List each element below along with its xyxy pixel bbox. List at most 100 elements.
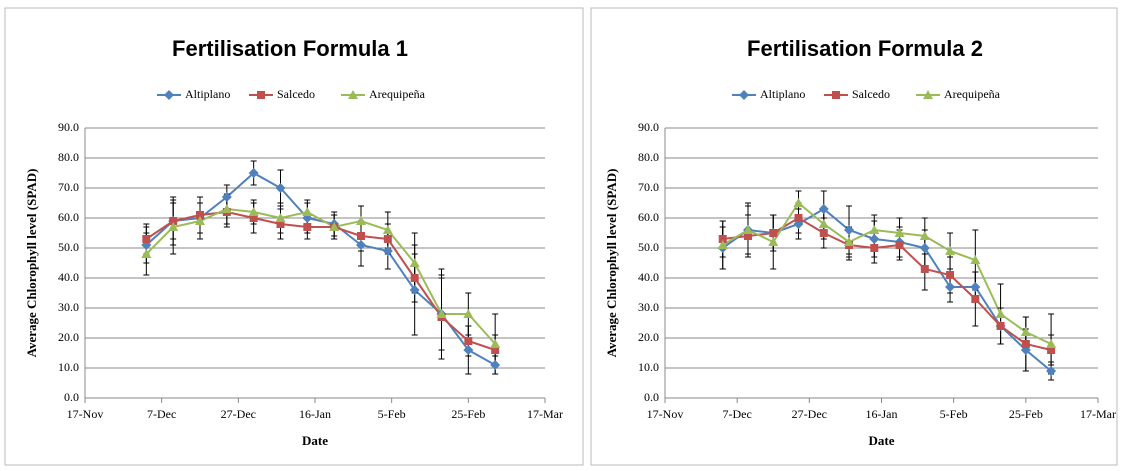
legend-label: Altiplano bbox=[185, 87, 230, 101]
x-tick-label: 27-Dec bbox=[792, 407, 827, 421]
legend-label: Arequipeña bbox=[369, 87, 426, 101]
x-tick-label: 7-Dec bbox=[147, 407, 176, 421]
marker bbox=[356, 216, 366, 225]
y-tick-label: 20.0 bbox=[58, 330, 79, 344]
marker bbox=[920, 265, 929, 273]
marker bbox=[945, 246, 956, 255]
marker bbox=[463, 309, 474, 318]
y-tick-label: 60.0 bbox=[638, 210, 659, 224]
x-tick-label: 27-Dec bbox=[221, 407, 256, 421]
marker bbox=[946, 271, 955, 279]
marker bbox=[169, 217, 178, 225]
marker bbox=[995, 309, 1006, 318]
marker bbox=[971, 295, 980, 303]
x-axis-label: Date bbox=[302, 433, 328, 448]
marker bbox=[141, 249, 152, 258]
marker bbox=[196, 211, 204, 219]
x-tick-label: 5-Feb bbox=[378, 407, 406, 421]
marker bbox=[257, 91, 265, 99]
marker bbox=[382, 246, 393, 256]
marker bbox=[793, 198, 804, 207]
y-tick-label: 0.0 bbox=[64, 390, 79, 404]
marker bbox=[409, 258, 420, 267]
legend-label: Altiplano bbox=[760, 87, 805, 101]
marker bbox=[818, 204, 829, 214]
marker bbox=[303, 223, 312, 231]
marker bbox=[302, 207, 313, 216]
x-tick-label: 17-Nov bbox=[647, 407, 684, 421]
marker bbox=[464, 337, 473, 345]
marker bbox=[249, 214, 258, 222]
series-line bbox=[145, 207, 496, 345]
marker bbox=[221, 192, 232, 202]
marker bbox=[742, 225, 753, 234]
series-line bbox=[722, 201, 1052, 345]
marker bbox=[382, 225, 393, 234]
marker bbox=[832, 91, 840, 99]
series-line bbox=[722, 216, 1052, 351]
chart-title: Fertilisation Formula 2 bbox=[747, 36, 983, 61]
y-tick-label: 70.0 bbox=[638, 180, 659, 194]
marker bbox=[276, 220, 285, 228]
marker bbox=[1046, 366, 1057, 376]
x-tick-label: 7-Dec bbox=[723, 407, 752, 421]
x-tick-label: 25-Feb bbox=[1009, 407, 1043, 421]
marker bbox=[195, 216, 205, 225]
y-tick-label: 90.0 bbox=[58, 120, 79, 134]
marker bbox=[769, 229, 778, 237]
marker bbox=[275, 213, 286, 222]
marker bbox=[894, 228, 905, 237]
legend-label: Salcedo bbox=[852, 87, 890, 101]
series-line bbox=[145, 210, 496, 351]
marker bbox=[248, 207, 259, 216]
marker bbox=[357, 232, 365, 240]
marker bbox=[919, 243, 930, 253]
marker bbox=[923, 90, 933, 99]
marker bbox=[409, 285, 420, 295]
marker bbox=[818, 219, 829, 228]
legend-label: Arequipeña bbox=[944, 87, 1001, 101]
marker bbox=[164, 90, 174, 100]
marker bbox=[919, 231, 930, 240]
marker bbox=[996, 322, 1005, 330]
marker bbox=[348, 90, 358, 99]
marker bbox=[794, 214, 803, 222]
y-axis-label: Average Chlorophyll level (SPAD) bbox=[24, 169, 39, 358]
x-tick-label: 16-Jan bbox=[866, 407, 898, 421]
marker bbox=[491, 346, 500, 354]
x-axis-label: Date bbox=[869, 433, 895, 448]
marker bbox=[1020, 327, 1031, 336]
marker bbox=[870, 244, 879, 252]
x-tick-label: 17-Nov bbox=[67, 407, 104, 421]
marker bbox=[248, 168, 259, 178]
marker bbox=[383, 235, 392, 243]
panel-frame bbox=[4, 7, 584, 466]
marker bbox=[970, 282, 981, 292]
marker bbox=[168, 222, 179, 231]
marker bbox=[490, 339, 501, 348]
marker bbox=[718, 235, 727, 243]
y-tick-label: 50.0 bbox=[638, 240, 659, 254]
y-tick-label: 30.0 bbox=[58, 300, 79, 314]
y-tick-label: 40.0 bbox=[58, 270, 79, 284]
y-tick-label: 50.0 bbox=[58, 240, 79, 254]
y-tick-label: 30.0 bbox=[638, 300, 659, 314]
y-tick-label: 0.0 bbox=[644, 390, 659, 404]
x-tick-label: 16-Jan bbox=[299, 407, 331, 421]
x-tick-label: 5-Feb bbox=[940, 407, 968, 421]
marker bbox=[895, 241, 904, 249]
y-tick-label: 10.0 bbox=[58, 360, 79, 374]
panel-frame bbox=[590, 7, 1118, 466]
marker bbox=[844, 225, 855, 235]
y-axis-label: Average Chlorophyll level (SPAD) bbox=[604, 169, 619, 358]
marker bbox=[970, 255, 981, 264]
y-tick-label: 40.0 bbox=[638, 270, 659, 284]
marker bbox=[1047, 346, 1056, 354]
marker bbox=[490, 360, 501, 370]
marker bbox=[869, 234, 880, 244]
y-tick-label: 80.0 bbox=[58, 150, 79, 164]
x-tick-label: 25-Feb bbox=[451, 407, 485, 421]
marker bbox=[275, 183, 286, 193]
marker bbox=[436, 309, 447, 318]
marker bbox=[410, 274, 419, 282]
